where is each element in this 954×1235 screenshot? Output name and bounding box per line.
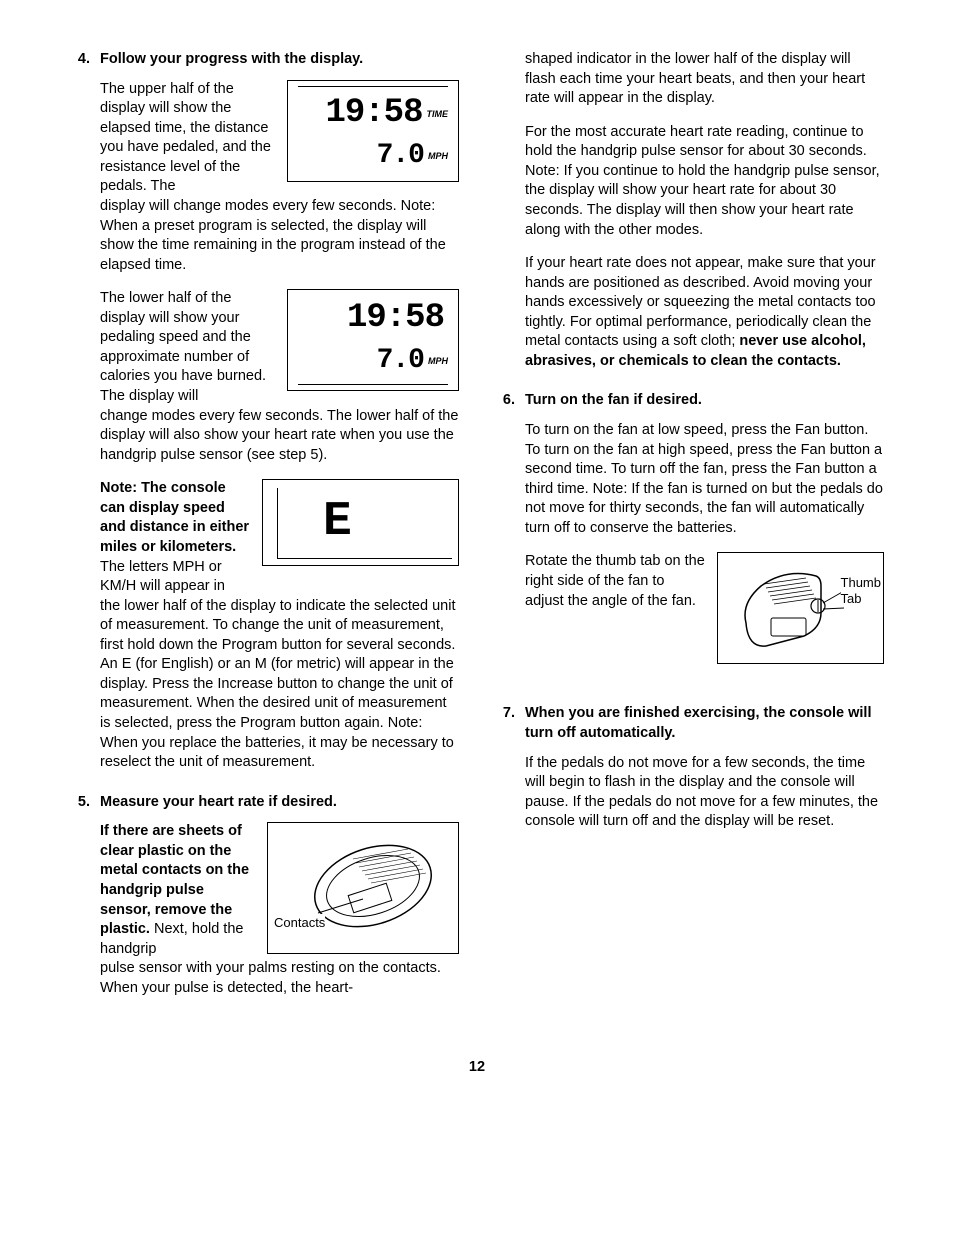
step4-p3a-bold: Note: The console can display speed and … <box>100 480 249 555</box>
right-cont1: shaped indicator in the lower half of th… <box>525 50 884 109</box>
contacts-label: Contacts <box>274 914 325 932</box>
right-cont3: If your heart rate does not appear, make… <box>525 254 884 371</box>
step4-block3: E Note: The console can display speed an… <box>100 479 459 596</box>
lcd2-box: 19:58 7.0 MPH <box>288 290 458 390</box>
lcd1-box: 19:58 TIME 7.0 MPH <box>288 81 458 181</box>
lcd1-mph-label: MPH <box>428 150 448 162</box>
step-6-number: 6. <box>495 391 525 411</box>
step4-block2: 19:58 7.0 MPH The lower half of the disp… <box>100 289 459 406</box>
lcd2-time: 19:58 <box>347 296 444 342</box>
lcd2-mph: 7.0 <box>377 342 424 380</box>
step4-p3a: Note: The console can display speed and … <box>100 479 252 596</box>
lcd1-mph: 7.0 <box>377 137 424 175</box>
e-letter: E <box>323 498 352 546</box>
fan-icon <box>726 558 876 658</box>
left-column: 4. Follow your progress with the display… <box>70 50 459 1018</box>
contacts-illustration: Contacts <box>268 823 458 953</box>
step-7-body: If the pedals do not move for a few seco… <box>525 754 884 832</box>
thumb-tab-label: Thumb Tab <box>841 575 881 606</box>
contacts-figure: Contacts <box>267 822 459 954</box>
fan-illustration: Thumb Tab <box>718 553 883 663</box>
step-4-header: 4. Follow your progress with the display… <box>70 50 459 70</box>
step-5-number: 5. <box>70 793 100 813</box>
step4-block1: 19:58 TIME 7.0 MPH The upper half of the… <box>100 80 459 197</box>
step-6-title: Turn on the fan if desired. <box>525 391 702 411</box>
lcd-figure-2: 19:58 7.0 MPH <box>287 289 459 391</box>
step4-p3a-rest: The letters MPH or KM/H will appear in <box>100 559 225 595</box>
step-5-body: Contacts If there are sheets of clear pl… <box>100 822 459 998</box>
step5-p1b: pulse sensor with your palms resting on … <box>100 959 459 998</box>
step-4-title: Follow your progress with the display. <box>100 50 363 70</box>
step-5-title: Measure your heart rate if desired. <box>100 793 337 813</box>
step7-p1: If the pedals do not move for a few seco… <box>525 754 884 832</box>
lcd1-time-label: TIME <box>427 108 449 120</box>
page-columns: 4. Follow your progress with the display… <box>70 50 884 1018</box>
lcd-figure-1: 19:58 TIME 7.0 MPH <box>287 80 459 182</box>
right-cont2: For the most accurate heart rate reading… <box>525 123 884 240</box>
step6-block: Thumb Tab Rotate the thumb tab on the ri… <box>525 552 884 664</box>
step5-continued: shaped indicator in the lower half of th… <box>525 50 884 371</box>
step-7-number: 7. <box>495 704 525 743</box>
right-column: shaped indicator in the lower half of th… <box>495 50 884 1018</box>
step4-p1a: The upper half of the display will show … <box>100 80 277 197</box>
step-6-header: 6. Turn on the fan if desired. <box>495 391 884 411</box>
step5-block: Contacts If there are sheets of clear pl… <box>100 822 459 959</box>
lcd2-mph-label: MPH <box>428 355 448 367</box>
step4-p3b: the lower half of the display to indicat… <box>100 597 459 773</box>
step6-p2: Rotate the thumb tab on the right side o… <box>525 552 707 611</box>
step-7-header: 7. When you are finished exercising, the… <box>495 704 884 743</box>
step4-p2b: change modes every few seconds. The lowe… <box>100 407 459 466</box>
step-4-number: 4. <box>70 50 100 70</box>
step-6-body: To turn on the fan at low speed, press t… <box>525 421 884 664</box>
lcd1-time: 19:58 <box>325 91 422 137</box>
step4-p1b: display will change modes every few seco… <box>100 197 459 275</box>
step4-p2a: The lower half of the display will show … <box>100 289 277 406</box>
e-figure: E <box>262 479 459 566</box>
page-number: 12 <box>70 1058 884 1078</box>
step-7-title: When you are finished exercising, the co… <box>525 704 884 743</box>
step-5-header: 5. Measure your heart rate if desired. <box>70 793 459 813</box>
step5-p1a-bold: If there are sheets of clear plastic on … <box>100 823 249 937</box>
e-box: E <box>263 480 458 565</box>
step6-p1: To turn on the fan at low speed, press t… <box>525 421 884 538</box>
fan-figure: Thumb Tab <box>717 552 884 664</box>
step5-p1a: If there are sheets of clear plastic on … <box>100 822 257 959</box>
step-4-body: 19:58 TIME 7.0 MPH The upper half of the… <box>100 80 459 773</box>
